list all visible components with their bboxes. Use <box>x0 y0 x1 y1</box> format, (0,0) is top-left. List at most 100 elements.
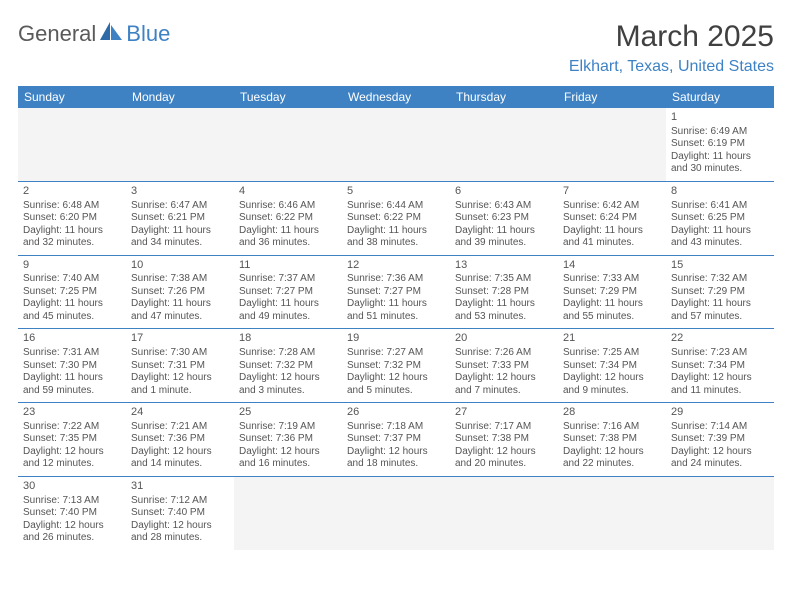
day-number: 21 <box>563 332 661 346</box>
day-number: 25 <box>239 406 337 420</box>
daylight-text: Daylight: 12 hours and 7 minutes. <box>455 372 553 397</box>
daylight-text: Daylight: 12 hours and 1 minute. <box>131 372 229 397</box>
calendar-cell <box>18 108 126 181</box>
calendar-cell <box>450 108 558 181</box>
daylight-text: Daylight: 11 hours and 45 minutes. <box>23 298 121 323</box>
calendar-cell <box>126 108 234 181</box>
sunset-text: Sunset: 7:40 PM <box>131 507 229 520</box>
daylight-text: Daylight: 11 hours and 34 minutes. <box>131 225 229 250</box>
sunrise-text: Sunrise: 7:26 AM <box>455 347 553 360</box>
day-number: 3 <box>131 185 229 199</box>
daylight-text: Daylight: 11 hours and 32 minutes. <box>23 225 121 250</box>
calendar-cell: 22Sunrise: 7:23 AMSunset: 7:34 PMDayligh… <box>666 329 774 403</box>
header: General Blue March 2025 Elkhart, Texas, … <box>18 20 774 76</box>
logo-text-2: Blue <box>126 21 170 47</box>
day-number: 10 <box>131 259 229 273</box>
sunset-text: Sunset: 6:20 PM <box>23 212 121 225</box>
calendar-cell: 31Sunrise: 7:12 AMSunset: 7:40 PMDayligh… <box>126 476 234 549</box>
day-number: 1 <box>671 111 769 125</box>
day-number: 9 <box>23 259 121 273</box>
sunrise-text: Sunrise: 6:41 AM <box>671 200 769 213</box>
day-number: 13 <box>455 259 553 273</box>
daylight-text: Daylight: 12 hours and 11 minutes. <box>671 372 769 397</box>
day-number: 15 <box>671 259 769 273</box>
daylight-text: Daylight: 12 hours and 9 minutes. <box>563 372 661 397</box>
day-number: 26 <box>347 406 445 420</box>
sunset-text: Sunset: 7:34 PM <box>563 360 661 373</box>
sunset-text: Sunset: 6:19 PM <box>671 138 769 151</box>
sunset-text: Sunset: 7:33 PM <box>455 360 553 373</box>
day-number: 31 <box>131 480 229 494</box>
calendar-cell: 27Sunrise: 7:17 AMSunset: 7:38 PMDayligh… <box>450 403 558 477</box>
daylight-text: Daylight: 11 hours and 43 minutes. <box>671 225 769 250</box>
sunrise-text: Sunrise: 7:12 AM <box>131 495 229 508</box>
calendar-row: 2Sunrise: 6:48 AMSunset: 6:20 PMDaylight… <box>18 181 774 255</box>
sunrise-text: Sunrise: 7:30 AM <box>131 347 229 360</box>
sunrise-text: Sunrise: 7:27 AM <box>347 347 445 360</box>
logo: General Blue <box>18 20 170 47</box>
sunset-text: Sunset: 6:23 PM <box>455 212 553 225</box>
day-number: 27 <box>455 406 553 420</box>
calendar-cell: 10Sunrise: 7:38 AMSunset: 7:26 PMDayligh… <box>126 255 234 329</box>
calendar-cell: 20Sunrise: 7:26 AMSunset: 7:33 PMDayligh… <box>450 329 558 403</box>
sunrise-text: Sunrise: 7:18 AM <box>347 421 445 434</box>
calendar-cell: 7Sunrise: 6:42 AMSunset: 6:24 PMDaylight… <box>558 181 666 255</box>
sunset-text: Sunset: 6:21 PM <box>131 212 229 225</box>
day-number: 6 <box>455 185 553 199</box>
sunrise-text: Sunrise: 7:17 AM <box>455 421 553 434</box>
sunrise-text: Sunrise: 7:31 AM <box>23 347 121 360</box>
sunrise-text: Sunrise: 7:16 AM <box>563 421 661 434</box>
daylight-text: Daylight: 11 hours and 57 minutes. <box>671 298 769 323</box>
sunset-text: Sunset: 7:36 PM <box>239 433 337 446</box>
calendar-cell: 25Sunrise: 7:19 AMSunset: 7:36 PMDayligh… <box>234 403 342 477</box>
sunset-text: Sunset: 7:27 PM <box>239 286 337 299</box>
daylight-text: Daylight: 11 hours and 41 minutes. <box>563 225 661 250</box>
daylight-text: Daylight: 12 hours and 16 minutes. <box>239 446 337 471</box>
sunrise-text: Sunrise: 6:46 AM <box>239 200 337 213</box>
sunset-text: Sunset: 7:37 PM <box>347 433 445 446</box>
sunrise-text: Sunrise: 7:14 AM <box>671 421 769 434</box>
calendar-cell: 4Sunrise: 6:46 AMSunset: 6:22 PMDaylight… <box>234 181 342 255</box>
calendar-cell <box>450 476 558 549</box>
calendar-cell <box>342 476 450 549</box>
sunset-text: Sunset: 7:32 PM <box>347 360 445 373</box>
daylight-text: Daylight: 12 hours and 14 minutes. <box>131 446 229 471</box>
daylight-text: Daylight: 12 hours and 22 minutes. <box>563 446 661 471</box>
sunrise-text: Sunrise: 6:48 AM <box>23 200 121 213</box>
sunrise-text: Sunrise: 7:33 AM <box>563 273 661 286</box>
calendar-cell: 14Sunrise: 7:33 AMSunset: 7:29 PMDayligh… <box>558 255 666 329</box>
day-number: 7 <box>563 185 661 199</box>
sunrise-text: Sunrise: 7:40 AM <box>23 273 121 286</box>
calendar-cell: 21Sunrise: 7:25 AMSunset: 7:34 PMDayligh… <box>558 329 666 403</box>
calendar-cell: 15Sunrise: 7:32 AMSunset: 7:29 PMDayligh… <box>666 255 774 329</box>
day-number: 5 <box>347 185 445 199</box>
calendar-cell <box>234 476 342 549</box>
calendar-cell: 9Sunrise: 7:40 AMSunset: 7:25 PMDaylight… <box>18 255 126 329</box>
sunset-text: Sunset: 7:30 PM <box>23 360 121 373</box>
calendar-row: 30Sunrise: 7:13 AMSunset: 7:40 PMDayligh… <box>18 476 774 549</box>
title-block: March 2025 Elkhart, Texas, United States <box>569 20 774 76</box>
month-title: March 2025 <box>569 20 774 54</box>
calendar-table: Sunday Monday Tuesday Wednesday Thursday… <box>18 86 774 550</box>
daylight-text: Daylight: 12 hours and 28 minutes. <box>131 520 229 545</box>
calendar-cell: 8Sunrise: 6:41 AMSunset: 6:25 PMDaylight… <box>666 181 774 255</box>
daylight-text: Daylight: 11 hours and 49 minutes. <box>239 298 337 323</box>
day-number: 29 <box>671 406 769 420</box>
sunrise-text: Sunrise: 7:25 AM <box>563 347 661 360</box>
sunrise-text: Sunrise: 6:49 AM <box>671 126 769 139</box>
sunrise-text: Sunrise: 6:42 AM <box>563 200 661 213</box>
calendar-cell: 16Sunrise: 7:31 AMSunset: 7:30 PMDayligh… <box>18 329 126 403</box>
calendar-row: 16Sunrise: 7:31 AMSunset: 7:30 PM Dayligh… <box>18 329 774 403</box>
day-number: 4 <box>239 185 337 199</box>
sunset-text: Sunset: 7:29 PM <box>563 286 661 299</box>
sunrise-text: Sunrise: 7:28 AM <box>239 347 337 360</box>
calendar-cell: 19Sunrise: 7:27 AMSunset: 7:32 PMDayligh… <box>342 329 450 403</box>
calendar-cell: 6Sunrise: 6:43 AMSunset: 6:23 PMDaylight… <box>450 181 558 255</box>
day-number: 16 <box>23 332 121 346</box>
calendar-cell: 13Sunrise: 7:35 AMSunset: 7:28 PMDayligh… <box>450 255 558 329</box>
sunrise-text: Sunrise: 6:43 AM <box>455 200 553 213</box>
sunset-text: Sunset: 7:38 PM <box>455 433 553 446</box>
day-number: 22 <box>671 332 769 346</box>
sunrise-text: Sunrise: 7:35 AM <box>455 273 553 286</box>
calendar-cell: 26Sunrise: 7:18 AMSunset: 7:37 PMDayligh… <box>342 403 450 477</box>
